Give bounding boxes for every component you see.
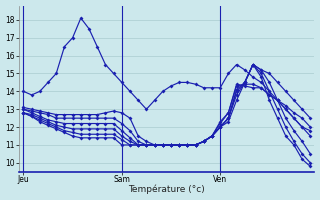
X-axis label: Température (°c): Température (°c) — [129, 185, 205, 194]
